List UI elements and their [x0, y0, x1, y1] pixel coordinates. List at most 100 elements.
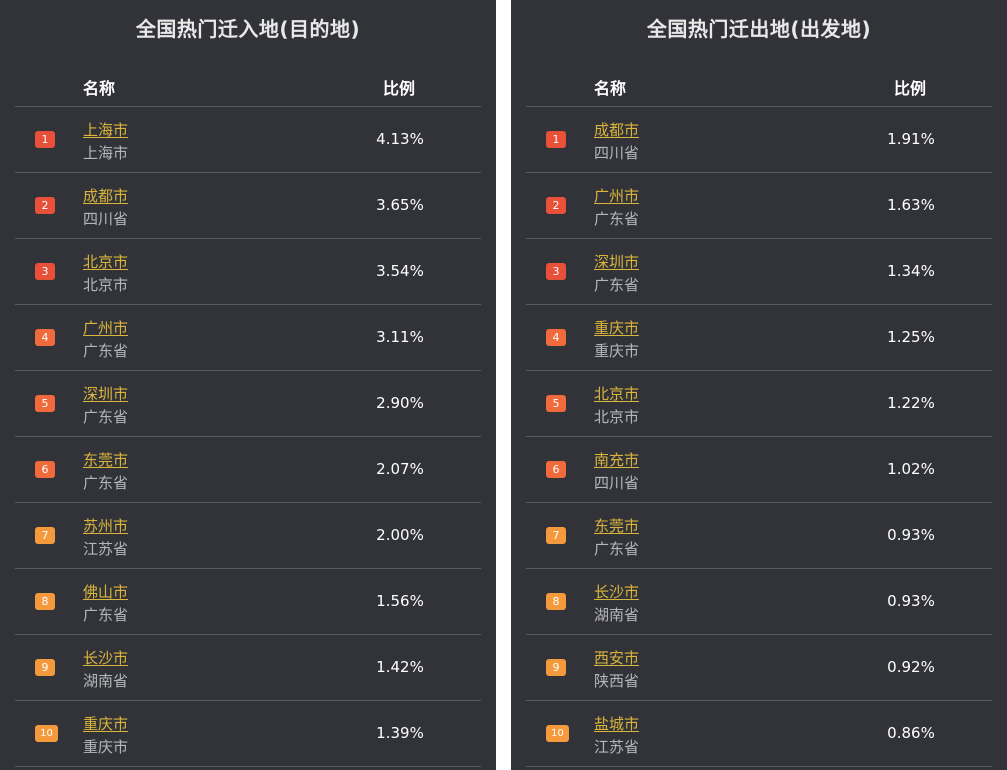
outbound-col-name: 名称: [594, 79, 627, 98]
ratio-value: 1.22%: [887, 394, 935, 412]
table-row: 6 东莞市广东省 2.07%: [15, 437, 481, 503]
ratio-value: 1.63%: [887, 196, 935, 214]
rank-badge: 6: [35, 461, 55, 478]
inbound-panel: 全国热门迁入地(目的地) 名称 比例 1 上海市 上海市 4.13% 2 成都市 四川省 3.…: [0, 0, 496, 770]
ratio-value: 2.90%: [376, 394, 424, 412]
province-label: 广东省: [594, 276, 640, 294]
city-link[interactable]: 东莞市: [594, 517, 640, 535]
table-row: 4 重庆市 重庆市 1.25%: [526, 305, 992, 371]
rank-badge: 2: [546, 197, 566, 214]
table-row: 9 长沙市湖南省 1.42%: [15, 635, 481, 701]
ratio-value: 0.86%: [887, 724, 935, 742]
ratio-value: 4.13%: [376, 130, 424, 148]
rank-badge: 1: [546, 131, 566, 148]
rank-badge: 2: [35, 197, 55, 214]
city-link[interactable]: 深圳市: [594, 253, 640, 271]
province-label: 广东省: [83, 408, 129, 426]
province-label: 陕西省: [594, 672, 640, 690]
province-label: 广东省: [83, 606, 129, 624]
rank-badge: 5: [35, 395, 55, 412]
outbound-panel: 全国热门迁出地(出发地) 名称 比例 1 成都市四川省 1.91% 2 广州市广东省 1.…: [511, 0, 1007, 770]
table-row: 10 盐城市江苏省 0.86%: [526, 701, 992, 767]
table-row: 5 深圳市广东省 2.90%: [15, 371, 481, 437]
province-label: 江苏省: [594, 738, 640, 756]
city-link[interactable]: 北京市: [83, 253, 129, 271]
province-label: 北京市: [83, 276, 129, 294]
province-label: 江苏省: [83, 540, 129, 558]
city-link[interactable]: 盐城市: [594, 715, 640, 733]
city-link[interactable]: 广州市: [83, 319, 129, 337]
table-row: 4 广州市 广东省 3.11%: [15, 305, 481, 371]
city-link[interactable]: 上海市: [83, 121, 129, 139]
ratio-value: 1.25%: [887, 328, 935, 346]
province-label: 湖南省: [83, 672, 129, 690]
table-row: 5 北京市 北京市 1.22%: [526, 371, 992, 437]
table-row: 8 佛山市 广东省 1.56%: [15, 569, 481, 635]
rank-badge: 9: [35, 659, 55, 676]
ratio-value: 0.93%: [887, 526, 935, 544]
rank-badge: 6: [546, 461, 566, 478]
rank-badge: 3: [35, 263, 55, 280]
table-row: 3 深圳市广东省 1.34%: [526, 239, 992, 305]
rank-badge: 10: [35, 725, 58, 742]
province-label: 广东省: [594, 210, 640, 228]
province-label: 广东省: [83, 474, 129, 492]
inbound-table-header: 名称 比例: [15, 58, 481, 107]
rank-badge: 7: [35, 527, 55, 544]
ratio-value: 1.42%: [376, 658, 424, 676]
rank-badge: 10: [546, 725, 569, 742]
city-link[interactable]: 重庆市: [83, 715, 129, 733]
outbound-col-ratio: 比例: [894, 79, 927, 98]
province-label: 四川省: [594, 144, 640, 162]
ratio-value: 1.91%: [887, 130, 935, 148]
ratio-value: 3.65%: [376, 196, 424, 214]
ratio-value: 2.07%: [376, 460, 424, 478]
city-link[interactable]: 深圳市: [83, 385, 129, 403]
outbound-title: 全国热门迁出地(出发地): [646, 17, 872, 41]
ratio-value: 1.39%: [376, 724, 424, 742]
city-link[interactable]: 成都市: [83, 187, 129, 205]
province-label: 重庆市: [83, 738, 129, 756]
rank-badge: 1: [35, 131, 55, 148]
ratio-value: 0.92%: [887, 658, 935, 676]
rank-badge: 8: [546, 593, 566, 610]
city-link[interactable]: 南充市: [594, 451, 640, 469]
province-label: 湖南省: [594, 606, 640, 624]
table-row: 8 长沙市湖南省 0.93%: [526, 569, 992, 635]
table-row: 7 东莞市广东省 0.93%: [526, 503, 992, 569]
city-link[interactable]: 北京市: [594, 385, 640, 403]
inbound-col-name: 名称: [83, 79, 116, 98]
table-row: 6 南充市 四川省 1.02%: [526, 437, 992, 503]
city-link[interactable]: 广州市: [594, 187, 640, 205]
ratio-value: 1.34%: [887, 262, 935, 280]
city-link[interactable]: 苏州市: [83, 517, 129, 535]
province-label: 北京市: [594, 408, 640, 426]
city-link[interactable]: 佛山市: [83, 583, 129, 601]
city-link[interactable]: 成都市: [594, 121, 640, 139]
ratio-value: 0.93%: [887, 592, 935, 610]
inbound-col-ratio: 比例: [383, 79, 416, 98]
city-link[interactable]: 东莞市: [83, 451, 129, 469]
city-link[interactable]: 长沙市: [83, 649, 129, 667]
city-link[interactable]: 重庆市: [594, 319, 640, 337]
rank-badge: 3: [546, 263, 566, 280]
table-row: 2 成都市四川省 3.65%: [15, 173, 481, 239]
ratio-value: 3.11%: [376, 328, 424, 346]
rank-badge: 4: [35, 329, 55, 346]
city-link[interactable]: 长沙市: [594, 583, 640, 601]
rank-badge: 5: [546, 395, 566, 412]
rank-badge: 7: [546, 527, 566, 544]
outbound-table-header: 名称 比例: [526, 58, 992, 107]
province-label: 四川省: [83, 210, 129, 228]
province-label: 四川省: [594, 474, 640, 492]
inbound-title: 全国热门迁入地(目的地): [135, 17, 361, 41]
table-row: 9 西安市 陕西省 0.92%: [526, 635, 992, 701]
table-row: 3 北京市 北京市 3.54%: [15, 239, 481, 305]
table-row: 10 重庆市 重庆市 1.39%: [15, 701, 481, 767]
table-row: 1 上海市 上海市 4.13%: [15, 107, 481, 173]
table-row: 1 成都市四川省 1.91%: [526, 107, 992, 173]
city-link[interactable]: 西安市: [594, 649, 640, 667]
province-label: 广东省: [594, 540, 640, 558]
ratio-value: 1.56%: [376, 592, 424, 610]
